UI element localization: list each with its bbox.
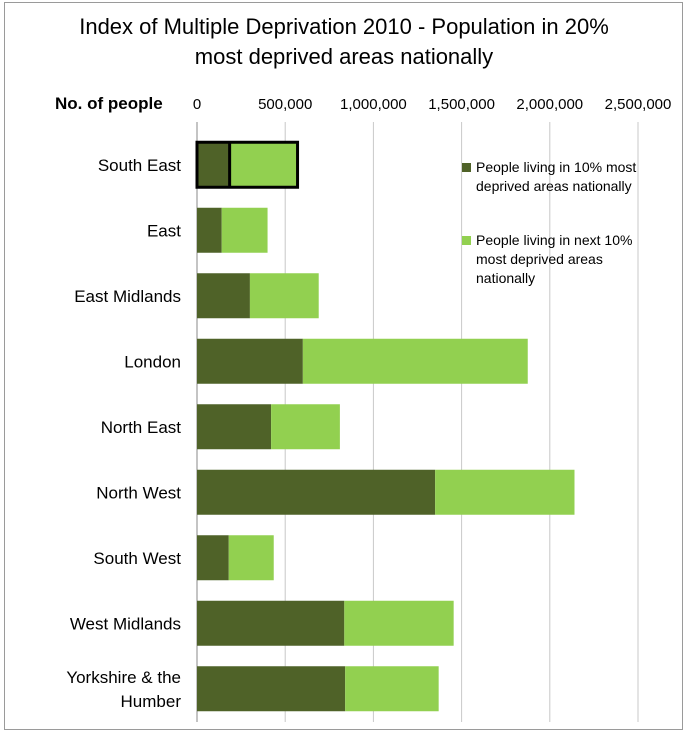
category-label: East Midlands [74,287,181,306]
bar-segment-10pct [197,207,222,253]
bar-segment-10pct [197,338,303,384]
bar-segment-next10pct [345,666,439,712]
bar-highlight-outline [195,140,300,189]
category-labels: South East East East Midlands London North E… [66,156,181,711]
legend: People living in 10% most deprived areas… [462,158,662,310]
legend-label-10pct-line-2: deprived areas nationally [476,178,632,194]
legend-item-next10pct: People living in next 10% most deprived … [462,231,662,288]
bar-segment-10pct [197,535,229,581]
category-label: South West [93,549,181,568]
category-label: North West [96,483,181,502]
x-axis-ticks: 0 500,000 1,000,000 1,500,000 2,000,000 2,500… [193,96,672,113]
x-tick-label: 2,000,000 [516,96,583,113]
chart-title: Index of Multiple Deprivation 2010 - Pop… [0,12,688,72]
category-label: Humber [121,692,182,711]
y-axis-label: No. of people [55,94,163,113]
bars [195,140,575,712]
bar-segment-next10pct [271,404,340,450]
x-tick-label: 1,500,000 [428,96,495,113]
legend-item-10pct: People living in 10% most deprived areas… [462,158,662,196]
x-tick-label: 1,000,000 [340,96,407,113]
chart-title-line-2: most deprived areas nationally [194,44,494,69]
bar-segment-10pct [197,469,436,515]
category-label: Yorkshire & the [66,668,181,687]
category-label: West Midlands [70,614,181,633]
bar-segment-next10pct [229,142,298,188]
category-label: East [147,221,181,240]
bar-segment-next10pct [249,273,319,319]
bar-segment-next10pct [228,535,274,581]
legend-label-10pct-line-1: People living in 10% most [476,159,637,175]
category-label: London [124,352,181,371]
category-label: South East [98,156,181,175]
bar-segment-10pct [197,273,250,319]
bar-segment-next10pct [344,600,454,646]
bar-segment-10pct [197,142,230,188]
x-tick-label: 2,500,000 [605,96,672,113]
x-tick-label: 0 [193,96,201,113]
x-tick-label: 500,000 [258,96,312,113]
legend-label-next10pct-line-2: most deprived areas [476,251,603,267]
chart-title-line-1: Index of Multiple Deprivation 2010 - Pop… [79,14,609,39]
legend-swatch-next10pct [462,236,471,245]
bar-segment-next10pct [435,469,575,515]
category-label: North East [101,418,182,437]
legend-label-next10pct-line-1: People living in next 10% [476,232,633,248]
legend-label-next10pct-line-3: nationally [476,270,536,286]
legend-swatch-10pct [462,163,471,172]
bar-segment-next10pct [302,338,528,384]
bar-segment-10pct [197,404,272,450]
bar-segment-10pct [197,600,345,646]
bar-segment-next10pct [221,207,268,253]
bar-segment-10pct [197,666,346,712]
